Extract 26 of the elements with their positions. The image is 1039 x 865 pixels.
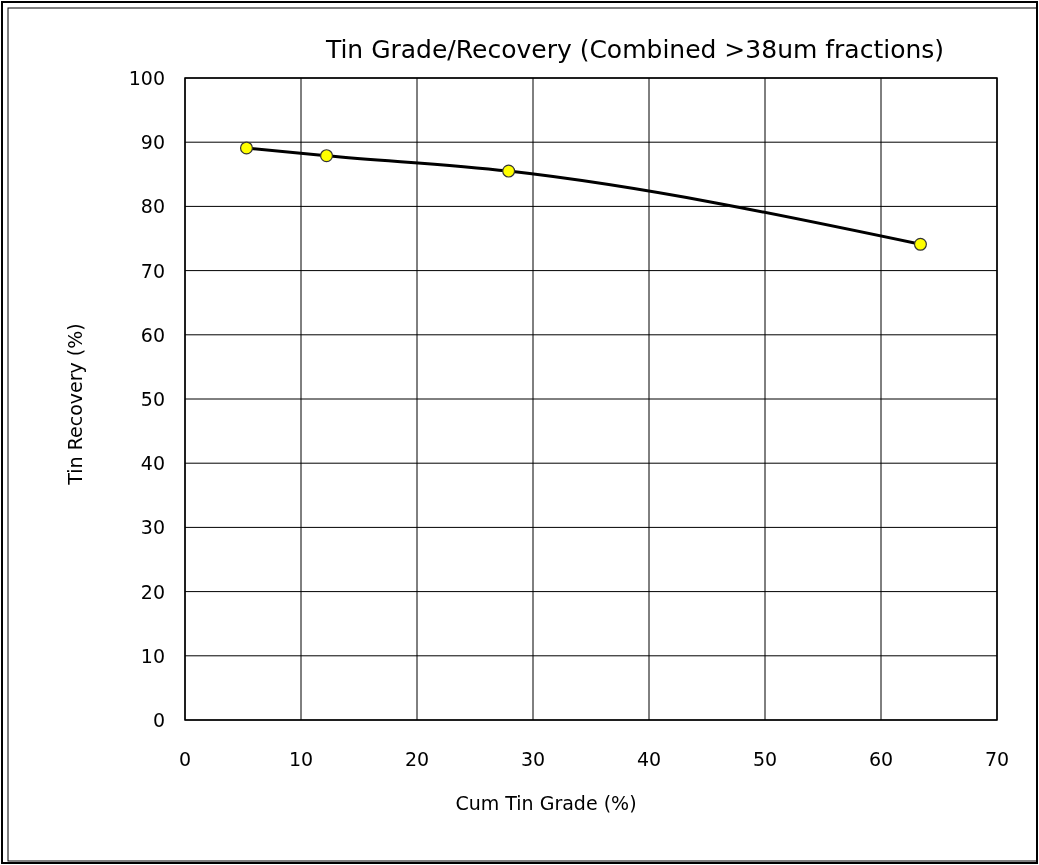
y-tick-label: 100: [128, 67, 165, 89]
y-tick-label: 40: [140, 452, 165, 475]
point: [239, 141, 253, 155]
x-tick-label: 50: [752, 748, 778, 770]
x-tick-label: 30: [520, 748, 546, 770]
x-axis-title: Cum Tin Grade (%): [455, 792, 637, 814]
y-tick-label: 60: [140, 323, 165, 346]
x-tick-label: 0: [178, 748, 192, 770]
point: [502, 164, 516, 178]
x-tick-label: 40: [636, 748, 662, 770]
y-tick-label: 0: [152, 709, 165, 731]
y-tick-label: 30: [140, 516, 165, 539]
x-tick-label: 20: [404, 748, 430, 770]
x-tick-label: 70: [984, 748, 1010, 770]
y-tick-label: 50: [140, 388, 165, 410]
chart-title: Tin Grade/Recovery (Combined >38um fractions): [324, 35, 945, 64]
x-tick-label: 10: [288, 748, 314, 770]
point: [913, 237, 927, 251]
point: [320, 149, 334, 163]
y-tick-label: 20: [140, 580, 165, 603]
y-tick-label: 80: [140, 195, 165, 218]
y-tick-label: 70: [140, 259, 165, 282]
y-tick-label: 10: [140, 644, 165, 667]
x-tick-label: 60: [868, 748, 894, 770]
y-axis-title: Tin Recovery (%): [64, 323, 86, 486]
y-tick-label: 90: [140, 131, 165, 154]
